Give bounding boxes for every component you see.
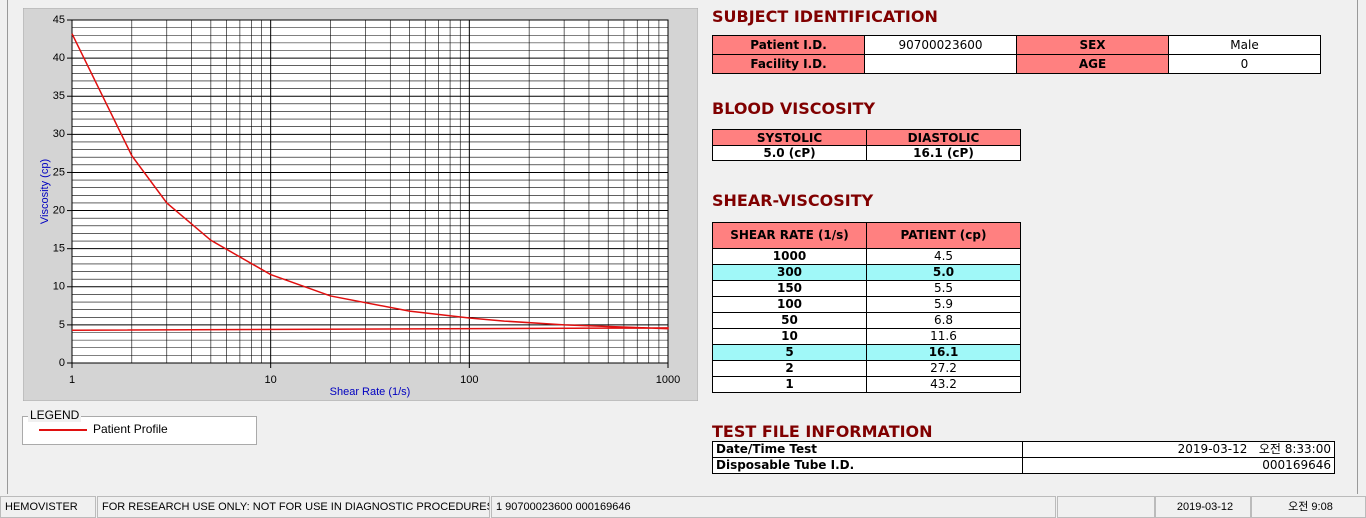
cell: 300 — [712, 264, 867, 281]
cell: 5.5 — [866, 280, 1021, 297]
section-title: SUBJECT IDENTIFICATION — [712, 7, 938, 26]
field-label: AGE — [1016, 54, 1169, 74]
y-axis-label: Viscosity (cp) — [39, 159, 51, 224]
cell: 10 — [712, 328, 867, 345]
data-line — [71, 33, 669, 331]
plot-area — [71, 19, 669, 364]
cell: 5.9 — [866, 296, 1021, 313]
field-value: Male — [1168, 35, 1321, 55]
field-label: Patient I.D. — [712, 35, 865, 55]
status-panel: 1 90700023600 000169646 — [491, 496, 1056, 518]
cell: 5 — [712, 344, 867, 361]
cell: Date/Time Test — [712, 441, 1023, 458]
y-tick-label: 25 — [53, 166, 65, 178]
cell: 2 — [712, 360, 867, 377]
status-panel: 오전 9:08 — [1251, 496, 1366, 518]
x-tick-label: 100 — [460, 374, 478, 386]
y-tick-label: 30 — [53, 128, 65, 140]
cell: 2019-03-12 오전 8:33:00 — [1022, 441, 1335, 458]
field-value: 90700023600 — [864, 35, 1017, 55]
legend-entry: Patient Profile — [93, 422, 168, 436]
y-tick-label: 0 — [59, 357, 65, 369]
x-axis-label: Shear Rate (1/s) — [330, 386, 411, 398]
cell: 5.0 (cP) — [712, 145, 867, 161]
cell: 43.2 — [866, 376, 1021, 393]
y-tick-label: 10 — [53, 281, 65, 293]
cell: 150 — [712, 280, 867, 297]
section-title: BLOOD VISCOSITY — [712, 99, 876, 118]
field-value — [864, 54, 1017, 74]
column-header: SYSTOLIC — [712, 129, 867, 146]
y-tick-label: 35 — [53, 90, 65, 102]
field-label: SEX — [1016, 35, 1169, 55]
cell: 11.6 — [866, 328, 1021, 345]
y-tick-label: 45 — [53, 14, 65, 26]
cell: 000169646 — [1022, 457, 1335, 474]
section-title: TEST FILE INFORMATION — [712, 422, 933, 441]
x-tick-label: 1000 — [656, 374, 680, 386]
cell: 1000 — [712, 248, 867, 265]
chart-panel: 0 5 10 15 20 25 30 35 40 45 1 10 100 1000 Shear Rate (… — [23, 8, 698, 401]
field-label: Facility I.D. — [712, 54, 865, 74]
legend-title: LEGEND — [28, 408, 82, 422]
status-panel: FOR RESEARCH USE ONLY: NOT FOR USE IN DI… — [97, 496, 490, 518]
x-tick-label: 1 — [69, 374, 75, 386]
cell: Disposable Tube I.D. — [712, 457, 1023, 474]
x-tick-label: 10 — [265, 374, 277, 386]
column-header: DIASTOLIC — [866, 129, 1021, 146]
cell: 4.5 — [866, 248, 1021, 265]
cell: 100 — [712, 296, 867, 313]
cell: 1 — [712, 376, 867, 393]
status-panel — [1057, 496, 1155, 518]
cell: 5.0 — [866, 264, 1021, 281]
frame-edge — [1357, 0, 1358, 494]
cell: 16.1 — [866, 344, 1021, 361]
y-tick-label: 5 — [59, 319, 65, 331]
column-header: PATIENT (cp) — [866, 222, 1021, 249]
column-header: SHEAR RATE (1/s) — [712, 222, 867, 249]
cell: 27.2 — [866, 360, 1021, 377]
y-tick-label: 20 — [53, 204, 65, 216]
y-tick-label: 15 — [53, 243, 65, 255]
section-title: SHEAR-VISCOSITY — [712, 191, 874, 210]
frame-edge — [7, 0, 8, 494]
cell: 6.8 — [866, 312, 1021, 329]
status-panel: HEMOVISTER — [0, 496, 96, 518]
legend-swatch — [39, 429, 87, 431]
status-panel: 2019-03-12 — [1155, 496, 1251, 518]
cell: 16.1 (cP) — [866, 145, 1021, 161]
y-tick-label: 40 — [53, 52, 65, 64]
cell: 50 — [712, 312, 867, 329]
field-value: 0 — [1168, 54, 1321, 74]
